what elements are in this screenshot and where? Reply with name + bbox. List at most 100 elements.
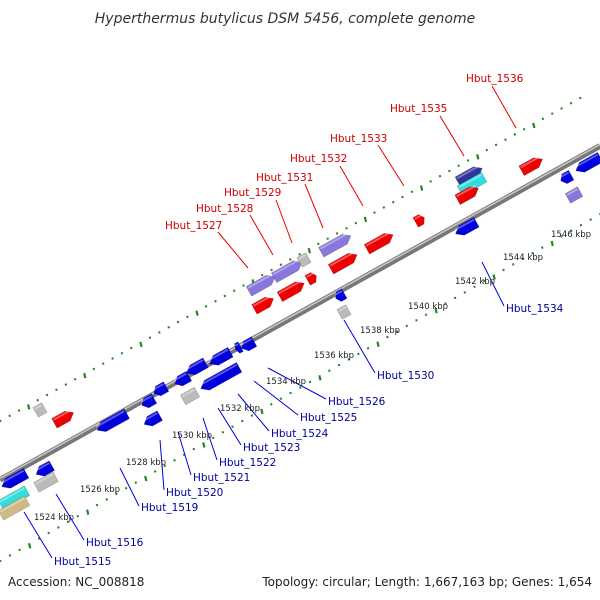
- gene-feature: [251, 295, 275, 315]
- gene-arrow: [51, 410, 75, 429]
- outer-tick-track-tick: [139, 341, 143, 348]
- outer-tick-track-tick: [36, 398, 39, 402]
- gene-feature: [0, 467, 30, 489]
- scale-label: 1532 kbp: [220, 404, 260, 414]
- gene-feature: [564, 186, 584, 204]
- gene-feature: [304, 272, 317, 286]
- outer-tick-track-tick: [186, 315, 189, 319]
- gene-feature: [142, 410, 163, 427]
- outer-tick-track-tick: [504, 138, 507, 141]
- gene-feature: [334, 288, 348, 302]
- outer-tick-track-tick: [438, 174, 442, 178]
- gene-label-forward: Hbut_1533: [330, 133, 387, 145]
- inner-tick-track-tick: [540, 246, 544, 249]
- inner-tick-track-tick: [521, 257, 525, 261]
- gene-arrow: [336, 304, 352, 320]
- outer-tick-track-tick: [204, 305, 208, 308]
- outer-tick-track-tick: [410, 190, 414, 194]
- outer-tick-track-tick: [45, 393, 49, 397]
- gene-arrow: [564, 186, 584, 204]
- gene-feature: [276, 279, 305, 303]
- inner-tick-track-tick: [502, 268, 505, 272]
- callout-line: [177, 431, 192, 476]
- inner-tick-track-tick: [386, 335, 389, 339]
- outer-tick-track-tick: [176, 320, 180, 324]
- outer-tick-track-tick: [101, 362, 105, 365]
- inner-tick-track-tick: [37, 537, 41, 540]
- callout-line: [275, 199, 293, 244]
- inner-tick-track-tick: [289, 391, 292, 395]
- scale-label: 1536 kbp: [314, 351, 354, 361]
- gene-arrow: [560, 169, 575, 185]
- callout-line: [377, 144, 405, 187]
- gene-arrow-highlight: [319, 232, 349, 250]
- inner-tick-track-tick: [0, 559, 2, 563]
- inner-tick-track-tick: [202, 442, 206, 448]
- inner-tick-track-tick: [560, 235, 563, 238]
- gene-label-forward: Hbut_1536: [466, 73, 524, 85]
- inner-tick-track-tick: [492, 274, 496, 280]
- inner-tick-track-tick: [308, 380, 312, 384]
- accession-label: Accession: NC_008818: [8, 575, 144, 589]
- scale-label: 1530 kbp: [172, 431, 212, 441]
- inner-tick-track-tick: [95, 503, 99, 507]
- inner-tick-track-tick: [511, 263, 515, 266]
- gene-arrow-highlight: [35, 473, 54, 485]
- outer-tick-track-tick: [466, 159, 470, 162]
- gene-arrow: [185, 357, 209, 376]
- inner-tick-track-tick: [366, 347, 370, 350]
- callout-line: [339, 165, 364, 207]
- callout-line: [304, 183, 324, 229]
- gene-arrow-highlight: [559, 171, 570, 179]
- inner-tick-track-tick: [182, 453, 186, 456]
- gene-arrow-highlight: [140, 395, 153, 403]
- outer-tick-track-tick: [354, 221, 358, 225]
- outer-tick-track-tick: [532, 122, 536, 129]
- outer-tick-track-tick: [223, 294, 227, 298]
- scale-labels: 1524 kbp 1526 kbp 1528 kbp 1530 kbp 1532 kbp…: [34, 230, 591, 523]
- inner-tick-track-tick: [405, 324, 409, 328]
- gene-arrow: [200, 362, 243, 391]
- outer-tick-track-tick: [373, 211, 376, 214]
- gene-label-reverse: Hbut_1516: [86, 537, 144, 549]
- scale-label: 1544 kbp: [503, 253, 543, 263]
- gene-label-forward: Hbut_1528: [196, 203, 253, 215]
- gene-feature: [518, 155, 543, 177]
- inner-tick-track-tick: [134, 481, 138, 484]
- outer-tick-track-tick: [8, 414, 11, 418]
- gene-arrow-highlight: [0, 469, 25, 485]
- outer-tick-track-tick: [130, 346, 133, 350]
- inner-tick-track-tick: [231, 425, 234, 428]
- inner-tick-track-tick: [589, 218, 592, 221]
- gene-feature: [245, 273, 276, 297]
- genome-backbone-highlight: [0, 143, 600, 480]
- gene-arrow-highlight: [199, 363, 238, 387]
- gene-label-forward: Hbut_1535: [390, 103, 447, 115]
- outer-tick-track-tick: [560, 107, 563, 110]
- inner-tick-track-tick: [221, 430, 225, 434]
- gene-arrow: [454, 186, 479, 206]
- gene-arrow-highlight: [0, 487, 26, 503]
- gene-arrow-highlight: [338, 306, 347, 312]
- outer-tick-track-tick: [148, 336, 152, 339]
- gene-label-reverse: Hbut_1520: [166, 487, 223, 499]
- scale-label: 1528 kbp: [126, 458, 166, 468]
- gene-feature: [336, 304, 352, 320]
- callout-line: [439, 115, 465, 157]
- gene-arrow-highlight: [34, 462, 50, 472]
- gene-arrow: [270, 260, 303, 283]
- scale-label: 1546 kbp: [551, 230, 591, 240]
- gene-track: [0, 151, 600, 521]
- gene-arrow: [1, 467, 30, 489]
- gene-feature: [34, 460, 55, 477]
- callout-line: [491, 85, 517, 129]
- gene-arrow-highlight: [334, 290, 343, 296]
- gene-label-forward: Hbut_1529: [224, 187, 281, 199]
- outer-tick-track-tick: [167, 325, 170, 329]
- gene-arrow-highlight: [566, 188, 579, 196]
- inner-tick-track-tick: [163, 464, 167, 468]
- outer-tick-track-tick: [522, 127, 526, 131]
- gene-arrow: [296, 252, 312, 268]
- inner-tick-track-tick: [270, 403, 273, 406]
